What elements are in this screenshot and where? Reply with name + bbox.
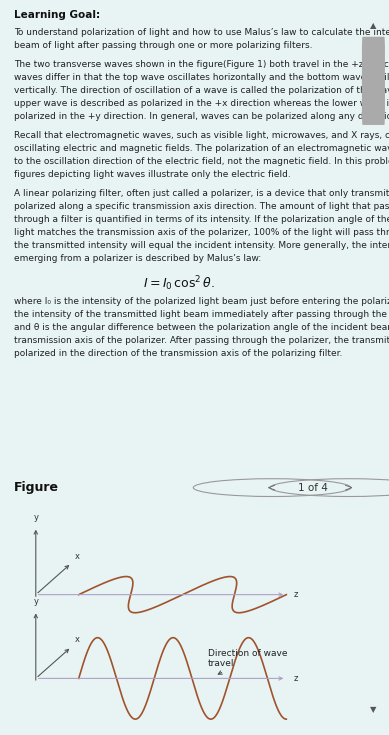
Text: $I = I_0\,\cos^2\theta.$: $I = I_0\,\cos^2\theta.$ xyxy=(143,274,215,293)
Text: x: x xyxy=(75,552,80,561)
Text: where I₀ is the intensity of the polarized light beam just before entering the p: where I₀ is the intensity of the polariz… xyxy=(14,297,389,306)
Text: and θ is the angular difference between the polarization angle of the incident b: and θ is the angular difference between … xyxy=(14,323,389,332)
Text: upper wave is described as polarized in the +x direction whereas the lower wave : upper wave is described as polarized in … xyxy=(14,99,389,108)
Text: emerging from a polarizer is described by Malus’s law:: emerging from a polarizer is described b… xyxy=(14,254,261,263)
Text: through a filter is quantified in terms of its intensity. If the polarization an: through a filter is quantified in terms … xyxy=(14,215,389,223)
Text: beam of light after passing through one or more polarizing filters.: beam of light after passing through one … xyxy=(14,41,313,50)
Text: Recall that electromagnetic waves, such as visible light, microwaves, and X rays: Recall that electromagnetic waves, such … xyxy=(14,131,389,140)
Text: 1 of 4: 1 of 4 xyxy=(298,483,328,492)
Text: ▲: ▲ xyxy=(370,21,377,30)
Text: oscillating electric and magnetic fields. The polarization of an electromagnetic: oscillating electric and magnetic fields… xyxy=(14,144,389,153)
Text: vertically. The direction of oscillation of a wave is called the polarization of: vertically. The direction of oscillation… xyxy=(14,86,389,95)
Text: light matches the transmission axis of the polarizer, 100% of the light will pas: light matches the transmission axis of t… xyxy=(14,228,389,237)
Text: <: < xyxy=(267,483,277,492)
Text: polarized in the +y direction. In general, waves can be polarized along any dire: polarized in the +y direction. In genera… xyxy=(14,112,389,121)
Text: transmission axis of the polarizer. After passing through the polarizer, the tra: transmission axis of the polarizer. Afte… xyxy=(14,336,389,345)
Text: figures depicting light waves illustrate only the electric field.: figures depicting light waves illustrate… xyxy=(14,170,291,179)
Text: >: > xyxy=(344,483,354,492)
Text: Learning Goal:: Learning Goal: xyxy=(14,10,100,21)
FancyBboxPatch shape xyxy=(362,37,385,125)
Text: Direction of wave
travel: Direction of wave travel xyxy=(208,649,287,674)
Text: y: y xyxy=(33,597,38,606)
Text: polarized in the direction of the transmission axis of the polarizing filter.: polarized in the direction of the transm… xyxy=(14,349,343,358)
Text: the transmitted intensity will equal the incident intensity. More generally, the: the transmitted intensity will equal the… xyxy=(14,241,389,250)
Text: waves differ in that the top wave oscillates horizontally and the bottom wave os: waves differ in that the top wave oscill… xyxy=(14,73,389,82)
Text: z: z xyxy=(293,674,298,683)
Text: the intensity of the transmitted light beam immediately after passing through th: the intensity of the transmitted light b… xyxy=(14,310,389,319)
Text: The two transverse waves shown in the figure(Figure 1) both travel in the +z dir: The two transverse waves shown in the fi… xyxy=(14,60,389,69)
Text: x: x xyxy=(75,636,80,645)
Text: ▼: ▼ xyxy=(370,705,377,714)
Text: polarized along a specific transmission axis direction. The amount of light that: polarized along a specific transmission … xyxy=(14,201,389,211)
Text: y: y xyxy=(33,513,38,522)
Text: A linear polarizing filter, often just called a polarizer, is a device that only: A linear polarizing filter, often just c… xyxy=(14,189,389,198)
Text: To understand polarization of light and how to use Malus’s law to calculate the : To understand polarization of light and … xyxy=(14,28,389,37)
Text: Figure: Figure xyxy=(14,481,59,494)
Text: z: z xyxy=(293,590,298,599)
Text: to the oscillation direction of the electric field, not the magnetic field. In t: to the oscillation direction of the elec… xyxy=(14,157,389,166)
